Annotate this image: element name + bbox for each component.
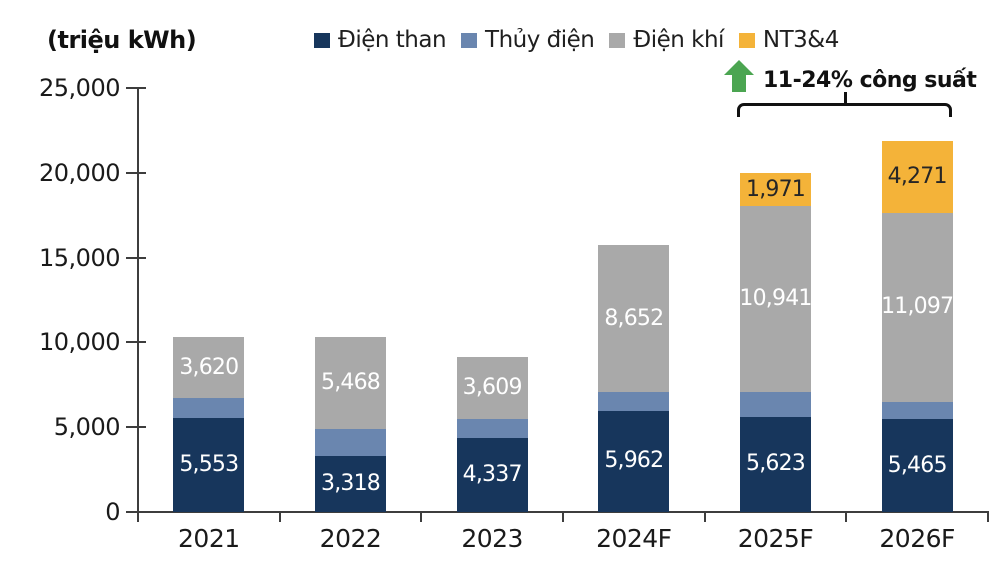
legend-item: Điện khí — [609, 27, 724, 53]
annotation-text: 11-24% công suất — [763, 68, 977, 93]
bar-segment-label: 8,652 — [604, 305, 664, 331]
legend-swatch-icon — [609, 32, 626, 48]
y-axis-tick — [126, 341, 146, 344]
legend-item: Điện than — [314, 27, 447, 53]
bar-segment — [173, 398, 245, 418]
bar-segment — [598, 392, 670, 411]
bar-segment — [315, 336, 386, 430]
bar-segment-label: 5,553 — [179, 451, 239, 477]
x-axis-category-label: 2021 — [178, 524, 240, 553]
x-axis-category-label: 2025F — [737, 524, 814, 553]
bar-segment-label: 11,097 — [881, 294, 954, 320]
bar-segment-label: 1,971 — [746, 176, 806, 202]
x-axis-category-label: 2023 — [461, 524, 523, 553]
bar-segment — [881, 401, 953, 420]
bar-segment — [881, 140, 953, 214]
legend-item: Thủy điện — [461, 27, 595, 53]
green-up-arrow-icon — [724, 60, 754, 92]
legend-swatch-icon — [314, 32, 330, 48]
y-axis-tick-label: 25,000 — [39, 74, 120, 102]
bar-segment — [456, 418, 528, 439]
x-axis-category-label: 2026F — [879, 524, 955, 553]
bar-segment-label: 3,620 — [179, 354, 239, 380]
bar-segment-label: 4,271 — [887, 164, 948, 190]
legend-swatch-icon — [738, 32, 755, 48]
y-axis-tick — [126, 256, 146, 259]
unit-label: (triệu kWh) — [47, 26, 197, 54]
y-axis-tick-label: 0 — [105, 498, 120, 526]
annotation-bracket-stub — [844, 92, 847, 104]
bar-segment — [740, 392, 811, 417]
bar-segment — [315, 429, 386, 456]
bar-segment — [740, 206, 811, 393]
bar-segment-label: 5,623 — [746, 451, 806, 477]
bar-segment — [173, 417, 245, 512]
bar-segment — [598, 410, 670, 512]
bar-segment — [315, 455, 386, 512]
y-axis-tick — [126, 511, 146, 513]
y-axis-tick-label: 5,000 — [53, 413, 121, 442]
y-axis-tick-label: 10,000 — [39, 328, 120, 357]
bar-segment-label: 3,609 — [462, 374, 523, 400]
legend-label: Điện khí — [633, 27, 724, 53]
x-axis-category-label: 2022 — [319, 524, 382, 553]
x-axis-category-label: 2024F — [596, 524, 672, 553]
x-axis-tick — [562, 512, 564, 522]
bar-segment — [881, 419, 953, 512]
bar-segment-label: 5,468 — [321, 370, 381, 396]
legend-label: Điện than — [338, 27, 447, 53]
bar-segment-label: 5,465 — [887, 452, 948, 478]
bar-segment — [456, 357, 528, 419]
y-axis-tick — [126, 87, 146, 89]
bar-segment — [598, 245, 670, 393]
x-axis-tick — [137, 512, 139, 522]
bar-segment — [740, 416, 811, 512]
x-axis-tick — [703, 512, 706, 522]
legend: Điện than Thủy điện Điện khí NT3&4 — [314, 27, 839, 53]
bar-segment — [740, 173, 811, 207]
bar-segment-label: 3,318 — [321, 470, 381, 496]
bar-segment — [173, 336, 245, 399]
bar-segment-label: 4,337 — [462, 462, 523, 488]
legend-label: Thủy điện — [485, 27, 595, 53]
bar-segment-label: 10,941 — [739, 286, 812, 312]
bar-segment-label: 5,962 — [604, 448, 664, 474]
x-axis-tick — [845, 512, 848, 522]
bar-segment — [881, 213, 953, 402]
legend-item: NT3&4 — [738, 27, 839, 53]
y-axis-line — [137, 88, 139, 513]
y-axis-tick-label: 15,000 — [39, 243, 120, 272]
legend-swatch-icon — [461, 32, 478, 48]
bar-segment — [456, 438, 528, 512]
y-axis-tick — [126, 426, 146, 429]
legend-label: NT3&4 — [762, 27, 839, 53]
y-axis-tick-label: 20,000 — [39, 158, 120, 187]
annotation-bracket — [737, 103, 952, 117]
x-axis-tick — [987, 512, 989, 522]
x-axis-tick — [278, 512, 281, 522]
x-axis-tick — [420, 512, 423, 522]
y-axis-tick — [126, 171, 146, 174]
